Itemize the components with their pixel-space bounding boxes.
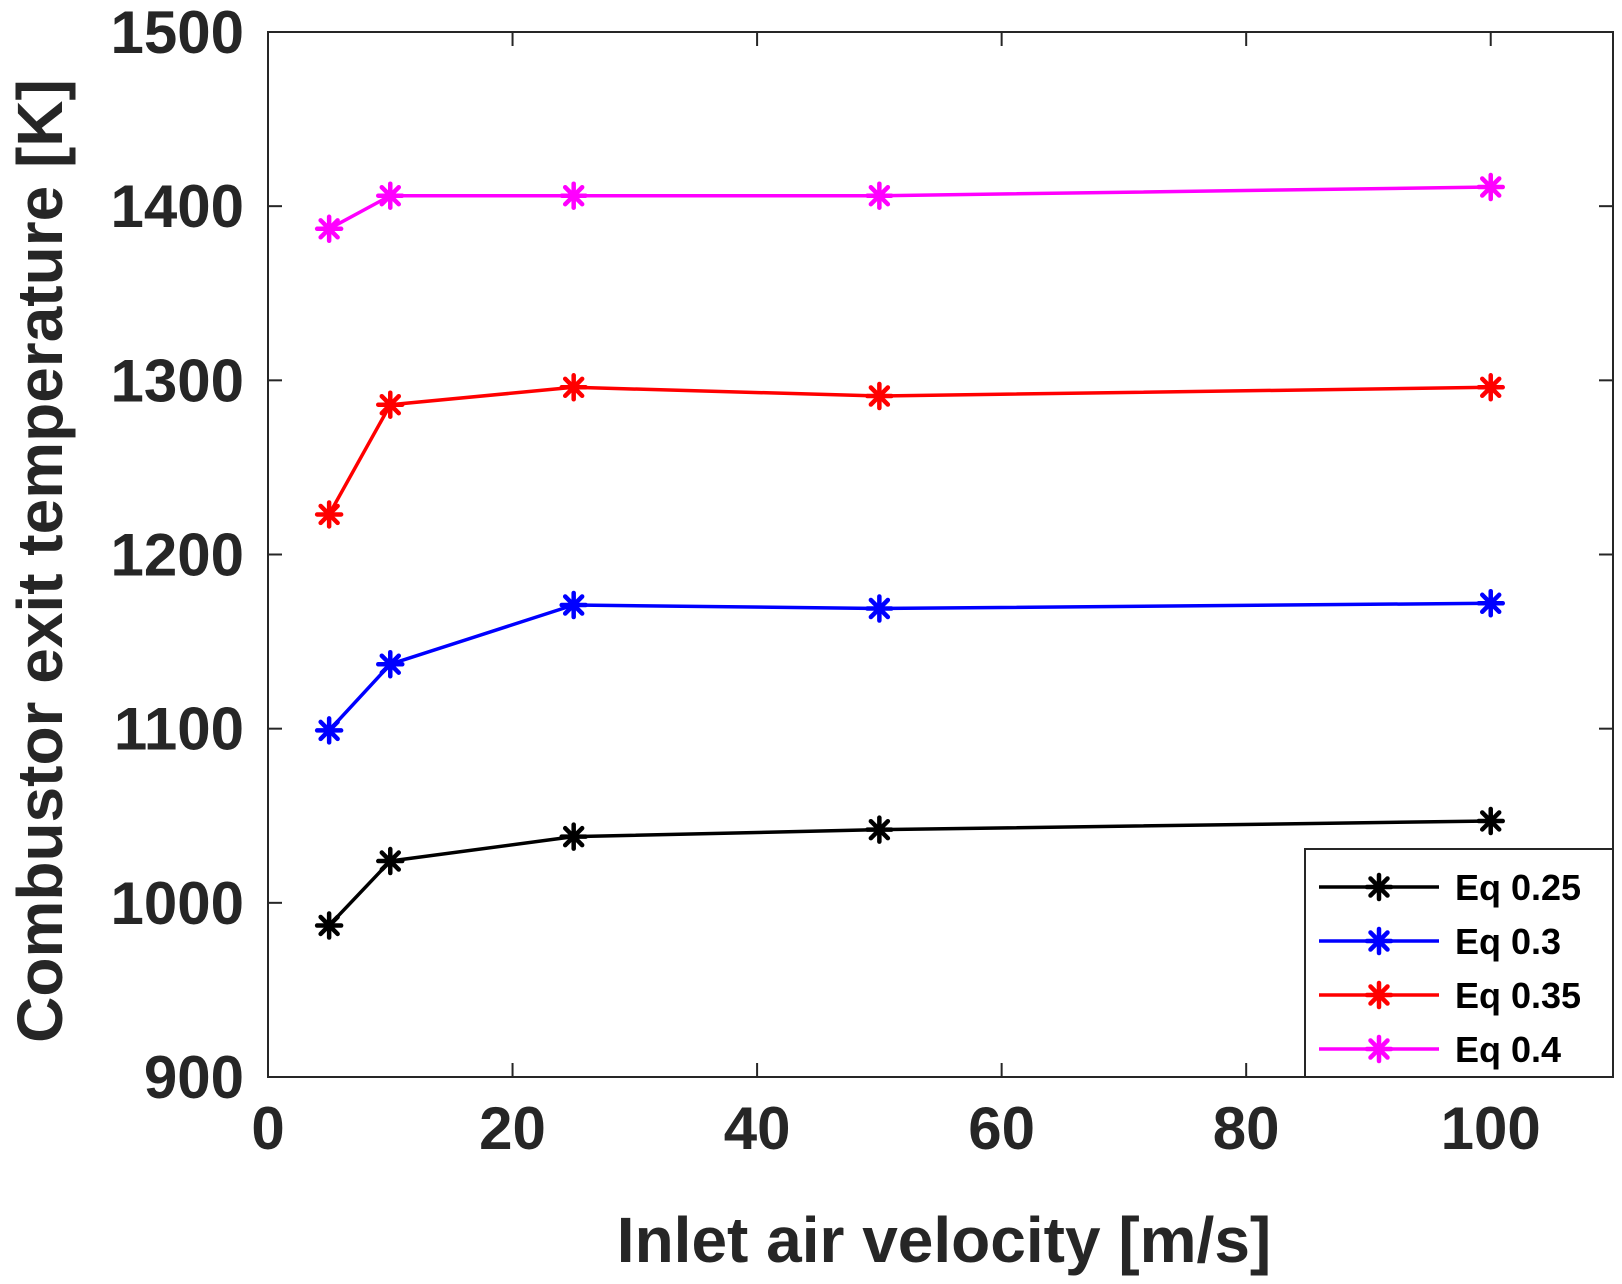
data-point — [314, 716, 344, 745]
data-point — [865, 381, 894, 411]
x-axis: 0 20 40 60 80 100 — [251, 32, 1541, 1162]
y-tick-label: 1300 — [111, 347, 244, 414]
legend-label: Eq 0.3 — [1455, 921, 1561, 962]
x-tick-label: 100 — [1441, 1095, 1541, 1162]
data-point — [865, 815, 894, 844]
data-point — [559, 590, 588, 620]
x-tick-label: 60 — [968, 1095, 1035, 1162]
x-tick-label: 20 — [479, 1095, 546, 1162]
data-point — [376, 181, 405, 210]
data-point — [865, 181, 894, 210]
legend-item: Eq 0.4 — [1319, 1029, 1561, 1070]
data-point — [314, 911, 344, 940]
y-axis-label: Combustor exit temperature [K] — [4, 79, 76, 1043]
data-point — [376, 390, 405, 419]
data-point — [1476, 373, 1505, 402]
data-point — [1476, 172, 1505, 202]
legend-label: Eq 0.35 — [1455, 975, 1581, 1016]
x-tick-label: 40 — [724, 1095, 791, 1162]
x-tick-label: 80 — [1213, 1095, 1280, 1162]
y-tick-label: 900 — [144, 1044, 244, 1111]
data-point — [1476, 589, 1505, 618]
legend-marker — [1364, 872, 1394, 902]
y-tick-label: 1000 — [111, 870, 244, 937]
legend-marker — [1364, 980, 1394, 1010]
data-point — [559, 181, 588, 210]
data-point — [376, 846, 405, 876]
data-point — [559, 822, 588, 851]
data-point — [865, 594, 894, 623]
data-point — [1476, 806, 1505, 836]
legend: Eq 0.25 Eq 0.3 Eq 0.35 Eq 0.4 — [1304, 848, 1614, 1078]
x-tick-label: 0 — [251, 1095, 284, 1162]
y-tick-label: 1200 — [111, 522, 244, 589]
data-point — [314, 500, 344, 529]
legend-item: Eq 0.3 — [1319, 921, 1561, 962]
series-group — [314, 172, 1505, 940]
y-tick-label: 1100 — [114, 696, 244, 763]
legend-marker — [1364, 926, 1394, 956]
x-axis-label: Inlet air velocity [m/s] — [617, 1204, 1271, 1276]
legend-marker — [1364, 1034, 1394, 1064]
y-axis: 900 1000 1100 1200 1300 1400 1500 — [111, 0, 1613, 1111]
data-point — [559, 373, 588, 402]
legend-item: Eq 0.35 — [1319, 975, 1581, 1016]
data-point — [376, 649, 405, 679]
data-point — [314, 214, 344, 244]
y-tick-label: 1500 — [111, 0, 244, 66]
y-tick-label: 1400 — [111, 173, 244, 240]
legend-label: Eq 0.25 — [1455, 867, 1581, 908]
legend-item: Eq 0.25 — [1319, 867, 1581, 908]
legend-label: Eq 0.4 — [1455, 1029, 1561, 1070]
